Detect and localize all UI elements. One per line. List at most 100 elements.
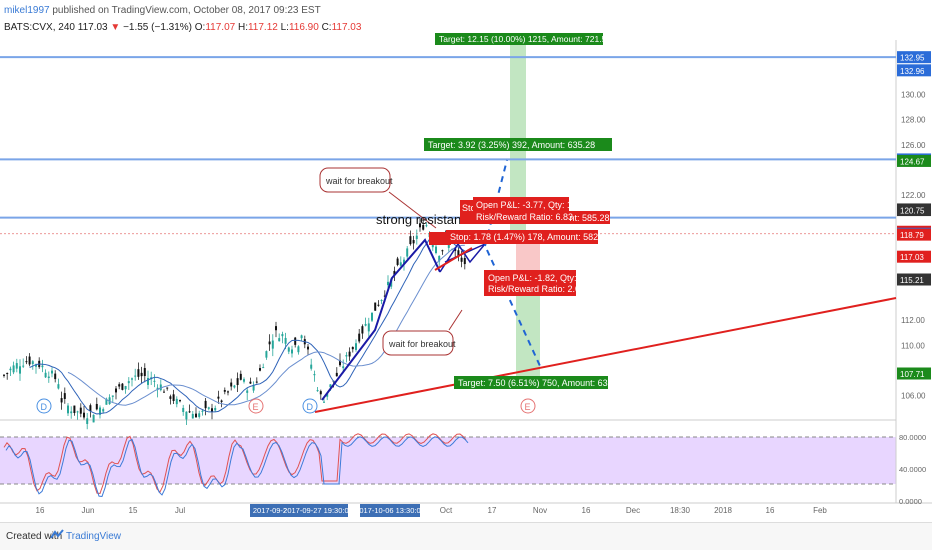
candle-body	[275, 326, 277, 331]
candle-body	[447, 242, 450, 248]
symbol-line: BATS:CVX, 240 117.03 ▼ −1.55 (−1.31%) O:…	[4, 22, 361, 33]
candle-body	[399, 262, 402, 266]
time-highlight-text: 2017-09-27 19:30:00	[283, 506, 353, 515]
time-axis-label: 17	[488, 506, 497, 515]
candle-body	[12, 365, 15, 373]
candle-body	[89, 405, 92, 412]
candle-body	[201, 410, 204, 412]
candle-body	[335, 372, 338, 377]
candle-body	[243, 379, 245, 382]
candle-body	[175, 398, 178, 405]
candle-body	[95, 403, 98, 410]
callout-wait-2[interactable]: wait for breakout	[382, 330, 456, 356]
candle-body	[211, 408, 213, 412]
callout-wait-1[interactable]: wait for breakout	[319, 167, 393, 193]
candle-body	[131, 378, 133, 380]
price-axis-tag-text: 132.95	[900, 54, 925, 63]
high-value: 117.12	[247, 22, 278, 33]
candle-body	[118, 384, 121, 387]
candle-body	[76, 411, 79, 413]
dividend-marker-2[interactable]: D	[302, 398, 318, 414]
candle-body	[319, 391, 322, 395]
rsi-line	[3, 433, 467, 495]
low-label: L:	[280, 22, 289, 33]
candle-body	[291, 349, 293, 354]
candle-body	[313, 374, 316, 376]
candle-body	[115, 388, 117, 393]
price-axis-label: 106.00	[901, 391, 926, 400]
price-axis-tag-text: 132.96	[900, 67, 925, 76]
time-axis-label: Feb	[813, 506, 827, 515]
candle-body	[6, 373, 9, 375]
time-axis-label: 18:30	[670, 506, 691, 515]
candle-body	[9, 368, 12, 371]
candle-body	[214, 407, 217, 411]
candle-body	[169, 396, 172, 399]
candle-body	[367, 323, 370, 332]
candle-body	[380, 299, 383, 301]
candle-body	[409, 236, 412, 245]
candle-body	[351, 347, 354, 350]
candle-body	[86, 418, 89, 424]
candle-body	[361, 326, 364, 334]
time-highlight-text: 2017-09-2	[253, 506, 287, 515]
candle-body	[195, 413, 197, 418]
svg-text:Target: 12.15 (10.00%) 1215, A: Target: 12.15 (10.00%) 1215, Amount: 721…	[439, 34, 607, 44]
publisher-user[interactable]: mikel1997	[4, 5, 50, 16]
svg-text:Target: 7.50 (6.51%) 750, Amou: Target: 7.50 (6.51%) 750, Amount: 630	[458, 378, 613, 388]
candle-body	[371, 312, 373, 321]
price-axis-tag	[897, 204, 931, 217]
short-pl-label: Open P&L: -3.77, Qty: 10 Risk/Reward Rat…	[473, 197, 577, 224]
price-axis-tag	[897, 250, 931, 263]
tradingview-link[interactable]: TradingView	[66, 531, 122, 542]
rsi-axis-label: 0.0000	[899, 497, 922, 506]
candle-body	[252, 384, 255, 391]
callout-wait-1-text: wait for breakout	[325, 176, 393, 186]
price-axis-label: 126.00	[901, 141, 926, 150]
candle-body	[79, 407, 82, 414]
candle-body	[239, 373, 242, 380]
price-axis-label: 112.00	[901, 316, 925, 325]
svg-text:E: E	[253, 402, 259, 412]
candle-body	[262, 367, 265, 369]
symbol[interactable]: BATS:CVX, 240	[4, 22, 75, 33]
svg-text:D: D	[307, 402, 314, 412]
candle-body	[166, 387, 169, 389]
publisher-text: published on TradingView.com, October 08…	[52, 5, 321, 16]
candle-body	[163, 391, 165, 393]
price-axis-tag-text: 118.79	[900, 231, 924, 240]
time-axis-label: Oct	[440, 506, 453, 515]
dividend-marker-1[interactable]: D	[36, 398, 52, 414]
time-axis-label: Jul	[175, 506, 185, 515]
candle-body	[47, 376, 50, 379]
candle-body	[345, 355, 348, 357]
earnings-marker-1[interactable]: E	[248, 398, 264, 414]
time-axis-label: 15	[129, 506, 138, 515]
rsi-signal-line	[5, 436, 469, 498]
candle-body	[249, 381, 252, 384]
price-axis-tag	[897, 64, 931, 77]
candle-body	[63, 393, 66, 399]
stop-main-label: Stop: 1.78 (1.47%) 178, Amount: 582.2	[429, 230, 606, 245]
time-axis-label: Dec	[626, 506, 640, 515]
candle-body	[246, 390, 249, 393]
down-arrow-icon: ▼	[110, 22, 121, 33]
candle-body	[460, 257, 463, 262]
pointer-2	[448, 309, 463, 331]
candle-body	[73, 405, 76, 414]
target-bottom-label: Target: 7.50 (6.51%) 750, Amount: 630	[454, 376, 613, 389]
support-trendline	[314, 297, 897, 413]
candle-body	[15, 363, 18, 369]
price-change: −1.55 (−1.31%)	[123, 22, 192, 33]
candle-body	[265, 351, 268, 358]
candle-body	[393, 270, 396, 276]
candle-body	[348, 351, 351, 357]
price-chart[interactable]: wait for breakout wait for breakout stro…	[0, 0, 932, 522]
earnings-marker-2[interactable]: E	[520, 398, 536, 414]
candle-body	[387, 281, 389, 286]
candle-body	[185, 411, 188, 420]
time-axis-label: 16	[766, 506, 775, 515]
candle-body	[358, 333, 361, 342]
price-axis-tag	[897, 51, 931, 64]
candle-body	[19, 366, 21, 374]
